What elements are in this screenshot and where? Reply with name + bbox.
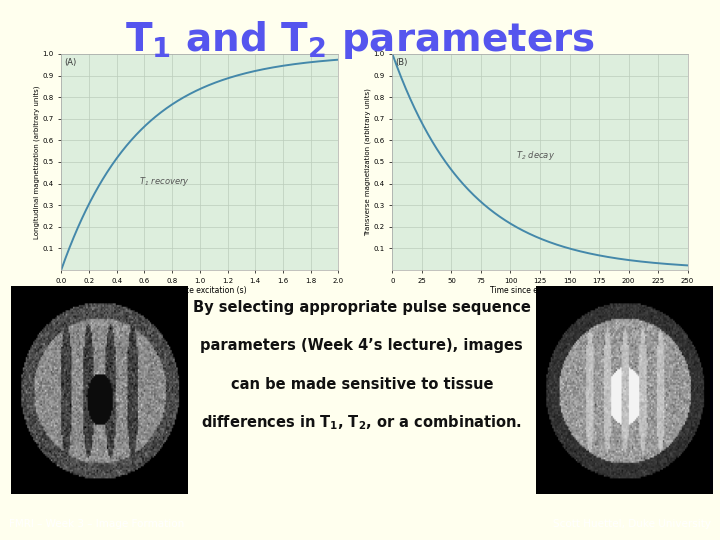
- X-axis label: Time since excitation (ms): Time since excitation (ms): [490, 286, 590, 295]
- Text: differences in $\mathregular{T_1}$, $\mathregular{T_2}$, or a combination.: differences in $\mathregular{T_1}$, $\ma…: [202, 414, 522, 432]
- Text: can be made sensitive to tissue: can be made sensitive to tissue: [230, 377, 493, 392]
- Text: $\mathregular{T_1}$ recovery: $\mathregular{T_1}$ recovery: [139, 174, 189, 187]
- Text: By selecting appropriate pulse sequence: By selecting appropriate pulse sequence: [193, 300, 531, 315]
- Y-axis label: Longitudinal magnetization (arbitrary units): Longitudinal magnetization (arbitrary un…: [33, 85, 40, 239]
- Text: $\mathregular{T_2}$ decay: $\mathregular{T_2}$ decay: [516, 148, 556, 161]
- Text: Scott Huettel, Duke University: Scott Huettel, Duke University: [554, 519, 711, 529]
- Text: $\mathregular{T_1}$ and $\mathregular{T_2}$ parameters: $\mathregular{T_1}$ and $\mathregular{T_…: [125, 19, 595, 61]
- Text: (A): (A): [64, 58, 76, 68]
- X-axis label: Time since excitation (s): Time since excitation (s): [153, 286, 247, 295]
- Text: (B): (B): [395, 58, 408, 68]
- Text: FMRI – Week 3 – Image Formation: FMRI – Week 3 – Image Formation: [9, 519, 184, 529]
- Text: parameters (Week 4’s lecture), images: parameters (Week 4’s lecture), images: [200, 339, 523, 354]
- Y-axis label: Transverse magnetization (arbitrary units): Transverse magnetization (arbitrary unit…: [364, 88, 371, 236]
